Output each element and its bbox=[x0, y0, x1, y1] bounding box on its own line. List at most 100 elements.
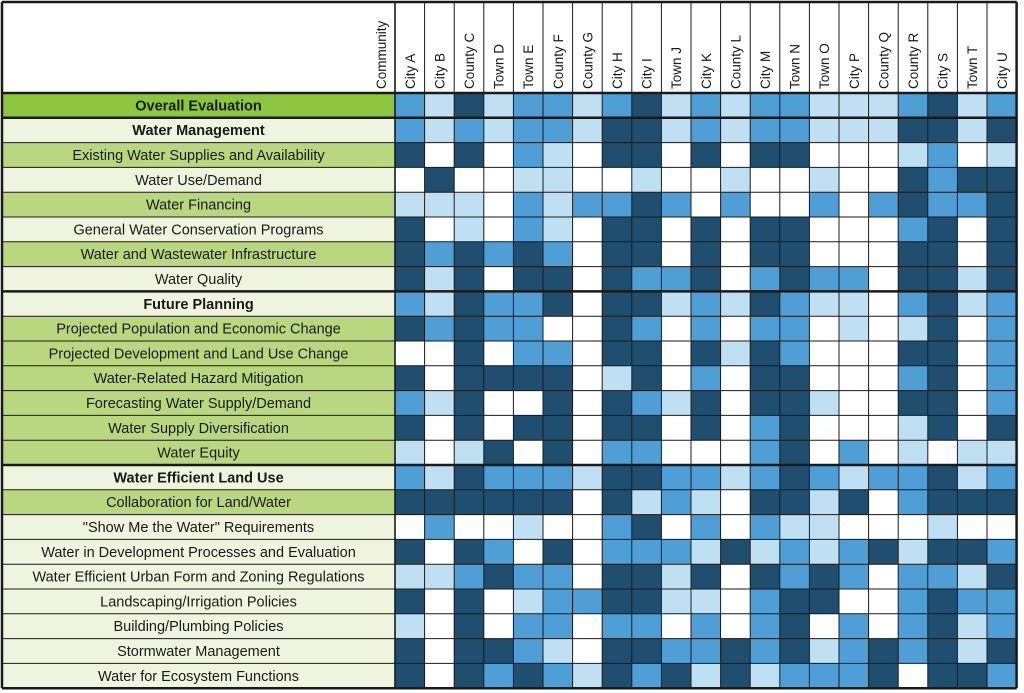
heatmap-cell bbox=[395, 341, 425, 366]
heatmap-cell bbox=[750, 217, 780, 242]
heatmap-cell bbox=[720, 539, 751, 565]
heatmap-cell bbox=[691, 564, 721, 589]
heatmap-cell bbox=[868, 564, 899, 589]
heatmap-cell bbox=[602, 539, 632, 565]
heatmap-cell bbox=[957, 415, 987, 441]
heatmap-cell bbox=[898, 638, 928, 664]
heatmap-cell bbox=[750, 613, 780, 639]
heatmap-cell bbox=[868, 167, 899, 193]
heatmap-cell bbox=[424, 613, 455, 639]
heatmap-cell bbox=[720, 613, 751, 639]
heatmap-cell bbox=[543, 241, 573, 267]
heatmap-cell bbox=[868, 514, 899, 540]
heatmap-cell bbox=[898, 663, 928, 689]
row-label: Water and Wastewater Infrastructure bbox=[81, 247, 317, 263]
heatmap-cell bbox=[839, 241, 869, 267]
heatmap-cell bbox=[868, 415, 899, 441]
heatmap-cell bbox=[691, 440, 721, 465]
heatmap-cell bbox=[602, 638, 632, 664]
heatmap-cell bbox=[543, 266, 573, 292]
heatmap-cell bbox=[424, 514, 455, 540]
row-label-bg bbox=[2, 465, 395, 490]
heatmap-cell bbox=[483, 217, 514, 242]
heatmap-cell bbox=[750, 663, 780, 689]
heatmap-cell bbox=[395, 93, 425, 118]
heatmap-cell bbox=[750, 365, 780, 391]
heatmap-cell bbox=[927, 564, 958, 589]
heatmap-cell bbox=[779, 241, 810, 267]
heatmap-cell bbox=[602, 217, 632, 242]
heatmap-cell bbox=[898, 514, 928, 540]
heatmap-cell bbox=[661, 316, 691, 341]
heatmap-cell bbox=[868, 117, 899, 143]
row-label: Future Planning bbox=[143, 297, 253, 313]
heatmap-cell bbox=[987, 415, 1017, 441]
heatmap-cell bbox=[661, 192, 691, 217]
heatmap-cell bbox=[631, 266, 662, 292]
heatmap-cell bbox=[987, 291, 1017, 317]
heatmap-cell bbox=[572, 613, 603, 639]
heatmap-cell bbox=[691, 390, 721, 416]
heatmap-cell bbox=[513, 365, 543, 391]
heatmap-cell bbox=[868, 613, 899, 639]
heatmap-cell bbox=[631, 663, 662, 689]
heatmap-cell bbox=[898, 390, 928, 416]
heatmap-cell bbox=[395, 266, 425, 292]
heatmap-cell bbox=[631, 564, 662, 589]
heatmap-cell bbox=[424, 539, 455, 565]
heatmap-cell bbox=[779, 465, 810, 490]
heatmap-cell bbox=[483, 291, 514, 317]
heatmap-cell bbox=[454, 341, 484, 366]
column-label: Town O bbox=[817, 43, 832, 89]
heatmap-cell bbox=[631, 217, 662, 242]
heatmap-cell bbox=[691, 514, 721, 540]
heatmap-cell bbox=[898, 465, 928, 490]
heatmap-cell bbox=[779, 291, 810, 317]
row-label: Projected Population and Economic Change bbox=[56, 322, 341, 338]
heatmap-cell bbox=[720, 241, 751, 267]
heatmap-cell bbox=[898, 93, 928, 118]
heatmap-cell bbox=[809, 489, 839, 515]
heatmap-cell bbox=[661, 564, 691, 589]
heatmap-cell bbox=[602, 489, 632, 515]
heatmap-cell bbox=[661, 465, 691, 490]
heatmap-cell bbox=[631, 638, 662, 664]
heatmap-cell bbox=[483, 613, 514, 639]
heatmap-cell bbox=[868, 638, 899, 664]
heatmap-cell bbox=[483, 663, 514, 689]
row-label: Landscaping/Irrigation Policies bbox=[100, 594, 297, 610]
heatmap-cell bbox=[572, 217, 603, 242]
heatmap-cell bbox=[809, 192, 839, 217]
heatmap-cell bbox=[395, 241, 425, 267]
column-label: City K bbox=[699, 53, 714, 89]
heatmap-cell bbox=[543, 167, 573, 193]
heatmap-cell bbox=[898, 117, 928, 143]
heatmap-cell bbox=[839, 266, 869, 292]
row-label-bg bbox=[2, 241, 395, 267]
heatmap-cell bbox=[987, 564, 1017, 589]
heatmap-cell bbox=[987, 316, 1017, 341]
heatmap-cell bbox=[750, 415, 780, 441]
heatmap-cell bbox=[779, 316, 810, 341]
row-label-bg bbox=[2, 341, 395, 366]
heatmap-cell bbox=[661, 539, 691, 565]
heatmap-cell bbox=[957, 93, 987, 118]
heatmap-cell bbox=[395, 192, 425, 217]
heatmap-cell bbox=[927, 390, 958, 416]
heatmap-cell bbox=[809, 93, 839, 118]
heatmap-cell bbox=[809, 638, 839, 664]
heatmap-cell bbox=[987, 489, 1017, 515]
heatmap-cell bbox=[779, 117, 810, 143]
heatmap-cell bbox=[779, 564, 810, 589]
heatmap-cell bbox=[987, 440, 1017, 465]
heatmap-cell bbox=[898, 589, 928, 614]
heatmap-cell bbox=[602, 415, 632, 441]
heatmap-cell bbox=[513, 192, 543, 217]
heatmap-cell bbox=[454, 514, 484, 540]
heatmap-cell bbox=[957, 440, 987, 465]
heatmap-cell bbox=[779, 167, 810, 193]
heatmap-cell bbox=[543, 514, 573, 540]
heatmap-cell bbox=[957, 266, 987, 292]
heatmap-cell bbox=[957, 117, 987, 143]
